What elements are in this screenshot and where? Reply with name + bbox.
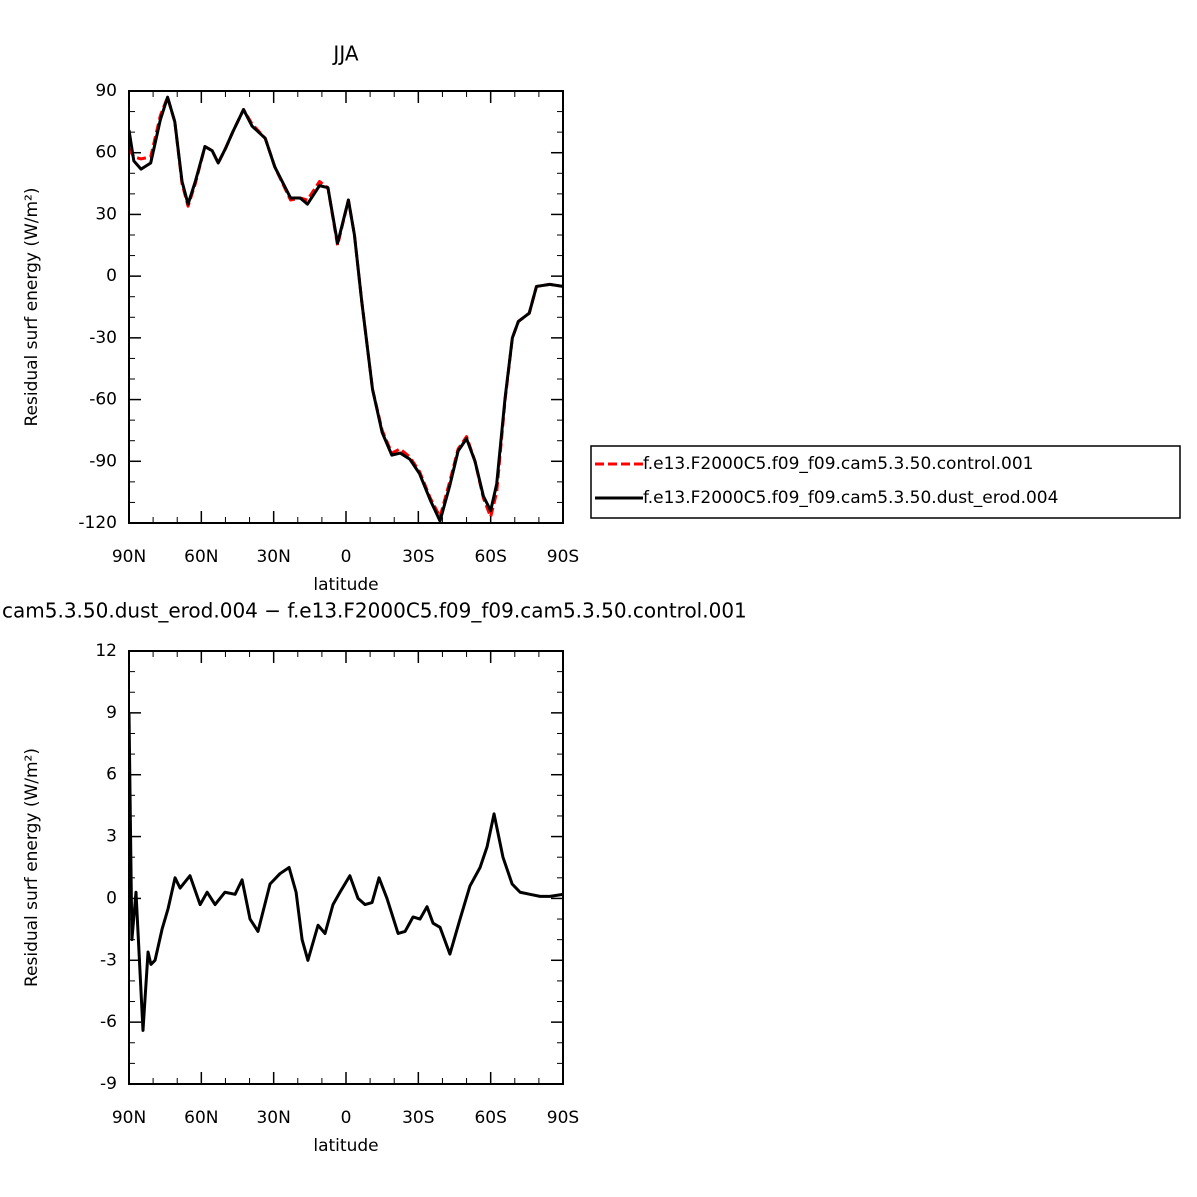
y-tick-label: 9 <box>106 703 117 723</box>
chart-title: cam5.3.50.dust_erod.004 − f.e13.F2000C5.… <box>2 599 747 623</box>
y-axis-label: Residual surf energy (W/m²) <box>22 748 42 987</box>
x-tick-label: 60S <box>474 1108 506 1128</box>
y-tick-label: 60 <box>95 143 117 163</box>
series-line <box>129 95 563 523</box>
x-tick-label: 90N <box>112 1108 146 1128</box>
x-axis-label: latitude <box>313 575 378 595</box>
x-tick-label: 90N <box>112 547 146 567</box>
legend: f.e13.F2000C5.f09_f09.cam5.3.50.control.… <box>590 445 1181 519</box>
x-axis-label: latitude <box>313 1136 378 1156</box>
x-tick-label: 0 <box>341 1108 352 1128</box>
y-tick-label: -120 <box>78 513 117 533</box>
y-tick-label: 0 <box>106 888 117 908</box>
x-tick-label: 90S <box>547 547 579 567</box>
y-tick-label: 3 <box>106 827 117 847</box>
x-tick-label: 60S <box>474 547 506 567</box>
y-axis-label: Residual surf energy (W/m²) <box>22 187 42 426</box>
y-tick-label: 30 <box>95 204 117 224</box>
y-tick-label: -60 <box>89 390 117 410</box>
series-line <box>129 95 563 519</box>
y-tick-label: -9 <box>100 1074 117 1094</box>
y-tick-label: 0 <box>106 266 117 286</box>
legend-label: f.e13.F2000C5.f09_f09.cam5.3.50.control.… <box>643 454 1034 474</box>
y-tick-label: -30 <box>89 328 117 348</box>
plot-frame <box>128 90 564 524</box>
x-tick-label: 0 <box>341 547 352 567</box>
y-tick-label: -90 <box>89 451 117 471</box>
x-tick-label: 30S <box>402 547 434 567</box>
series-line <box>129 712 563 1032</box>
legend-label: f.e13.F2000C5.f09_f09.cam5.3.50.dust_ero… <box>643 488 1058 508</box>
y-tick-label: -6 <box>100 1012 117 1032</box>
x-tick-label: 30N <box>256 547 290 567</box>
chart-title: JJA <box>331 42 358 66</box>
y-tick-label: 12 <box>95 641 117 661</box>
y-tick-label: -3 <box>100 950 117 970</box>
x-tick-label: 60N <box>184 1108 218 1128</box>
plot-frame <box>128 650 564 1085</box>
x-tick-label: 30N <box>256 1108 290 1128</box>
x-tick-label: 60N <box>184 547 218 567</box>
y-tick-label: 90 <box>95 81 117 101</box>
y-tick-label: 6 <box>106 765 117 785</box>
x-tick-label: 30S <box>402 1108 434 1128</box>
legend-box <box>590 445 1181 519</box>
x-tick-label: 90S <box>547 1108 579 1128</box>
